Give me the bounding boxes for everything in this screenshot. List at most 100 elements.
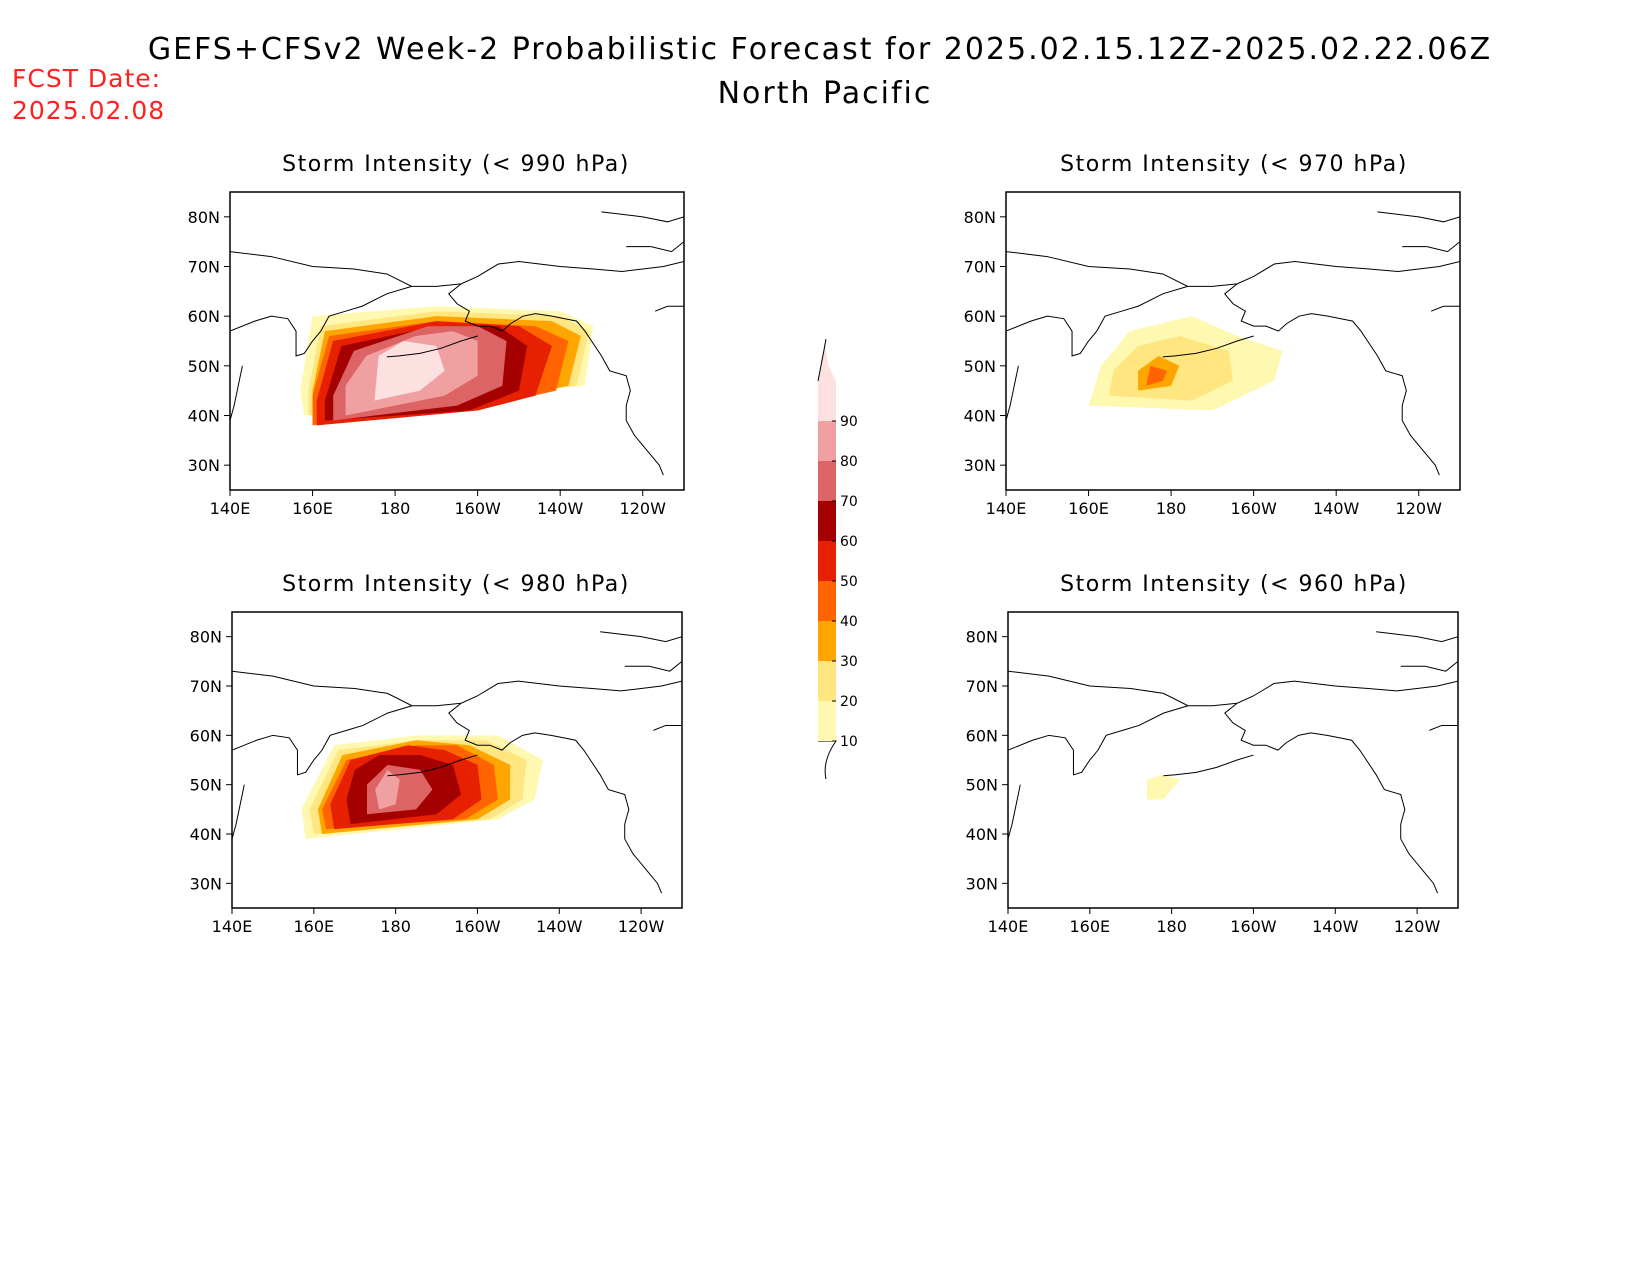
- map-frame: [1007, 611, 1459, 909]
- lon-tick-label: 140W: [1313, 499, 1360, 518]
- panel-title-970: Storm Intensity (< 970 hPa): [1060, 152, 1408, 177]
- coastline: [1008, 784, 1021, 840]
- lon-tick-label: 140E: [212, 917, 253, 936]
- lat-tick-label: 70N: [188, 258, 220, 277]
- coastline: [1377, 211, 1460, 223]
- coastline: [1430, 305, 1460, 312]
- colorbar-label: 60: [840, 534, 858, 550]
- coastline: [653, 724, 682, 731]
- prob-region-40: [1146, 365, 1167, 386]
- colorbar-label: 10: [840, 734, 858, 750]
- coastline: [1224, 702, 1439, 894]
- colorbar-segment: [818, 421, 836, 461]
- lat-tick-label: 40N: [964, 407, 996, 426]
- coastline: [232, 705, 413, 776]
- lon-tick-label: 180: [1156, 917, 1187, 936]
- panel-title-980: Storm Intensity (< 980 hPa): [282, 572, 630, 597]
- coastline: [448, 283, 664, 476]
- lat-tick-label: 50N: [964, 357, 996, 376]
- lat-tick-label: 60N: [188, 307, 220, 326]
- lon-tick-label: 140W: [536, 917, 583, 936]
- map-frame: [1005, 191, 1461, 491]
- lat-tick-label: 60N: [190, 726, 222, 745]
- coastline: [601, 211, 684, 223]
- coastline: [1376, 631, 1458, 643]
- lat-tick-label: 40N: [188, 407, 220, 426]
- coastlines: [1008, 631, 1458, 894]
- lat-tick-label: 40N: [966, 825, 998, 844]
- lat-tick-label: 30N: [190, 874, 222, 893]
- lat-tick-label: 80N: [190, 628, 222, 647]
- coastline: [230, 251, 684, 287]
- colorbar-segment: [818, 581, 836, 621]
- map-panel-p970: 80N 70N 60N 50N 40N 30N 140E 160E 180 160W 140W 120…: [964, 191, 1461, 518]
- coastline: [386, 335, 478, 358]
- lon-tick-label: 140W: [1312, 917, 1359, 936]
- coastline: [230, 365, 243, 421]
- prob-region-10: [1147, 774, 1180, 800]
- coastline: [654, 305, 684, 312]
- colorbar-label: 30: [840, 654, 858, 670]
- colorbar: 10 20 30 40 50 60 70 80 90: [817, 338, 858, 780]
- colorbar-segment: [818, 381, 836, 421]
- colorbar-label: 40: [840, 614, 858, 630]
- lat-tick-label: 50N: [966, 776, 998, 795]
- coastline: [626, 241, 684, 253]
- map-frame: [231, 611, 683, 909]
- coastline: [232, 784, 245, 840]
- lat-tick-label: 30N: [966, 874, 998, 893]
- coastline: [1402, 241, 1460, 253]
- lat-tick-label: 80N: [964, 208, 996, 227]
- lon-tick-label: 120W: [618, 917, 665, 936]
- coastline: [1400, 660, 1458, 672]
- lat-tick-label: 50N: [188, 357, 220, 376]
- lat-tick-label: 60N: [964, 307, 996, 326]
- lon-tick-label: 160E: [1069, 917, 1110, 936]
- colorbar-label: 50: [840, 574, 858, 590]
- colorbar-segment: [818, 621, 836, 661]
- map-panel-p980: 80N 70N 60N 50N 40N 30N 140E 160E 180 160W 140W 120…: [190, 611, 683, 936]
- map-frame: [229, 191, 685, 491]
- coastline: [1008, 705, 1189, 776]
- lon-tick-label: 120W: [620, 499, 667, 518]
- lon-tick-label: 160W: [454, 499, 501, 518]
- lon-tick-label: 160W: [1230, 499, 1277, 518]
- coastlines: [1006, 211, 1460, 476]
- lon-tick-label: 140E: [210, 499, 251, 518]
- coastline: [1006, 285, 1188, 357]
- region-subtitle: North Pacific: [717, 76, 933, 111]
- probability-fields: [1147, 774, 1180, 800]
- coastline: [624, 660, 682, 672]
- colorbar-upper-cap: [818, 339, 836, 381]
- colorbar-label: 70: [840, 494, 858, 510]
- coastline: [600, 631, 682, 643]
- lon-tick-label: 160W: [454, 917, 501, 936]
- colorbar-label: 90: [840, 414, 858, 430]
- lon-tick-label: 160E: [1068, 499, 1109, 518]
- prob-region-90: [374, 341, 445, 401]
- lon-tick-label: 120W: [1396, 499, 1443, 518]
- colorbar-segment: [818, 501, 836, 541]
- lat-tick-label: 70N: [966, 677, 998, 696]
- lat-tick-label: 40N: [190, 825, 222, 844]
- map-panel-p990: 80N 70N 60N 50N 40N 30N 140E 160E 180 160W 140W 120…: [188, 191, 685, 518]
- fcst-date-label: FCST Date:: [12, 64, 162, 93]
- coastline: [1224, 283, 1440, 476]
- lon-tick-label: 180: [380, 917, 411, 936]
- coastline: [230, 285, 412, 357]
- lat-tick-label: 70N: [964, 258, 996, 277]
- coastline: [448, 702, 663, 894]
- colorbar-segment: [818, 461, 836, 501]
- colorbar-segment: [818, 661, 836, 701]
- coastline: [1162, 335, 1254, 358]
- coastline: [1006, 365, 1019, 421]
- lat-tick-label: 30N: [964, 456, 996, 475]
- colorbar-segment: [818, 701, 836, 741]
- main-title: GEFS+CFSv2 Week-2 Probabilistic Forecast…: [147, 32, 1493, 67]
- coastline: [232, 670, 682, 707]
- lat-tick-label: 70N: [190, 677, 222, 696]
- lat-tick-label: 60N: [966, 726, 998, 745]
- panel-title-990: Storm Intensity (< 990 hPa): [282, 152, 630, 177]
- coastline: [1163, 754, 1254, 777]
